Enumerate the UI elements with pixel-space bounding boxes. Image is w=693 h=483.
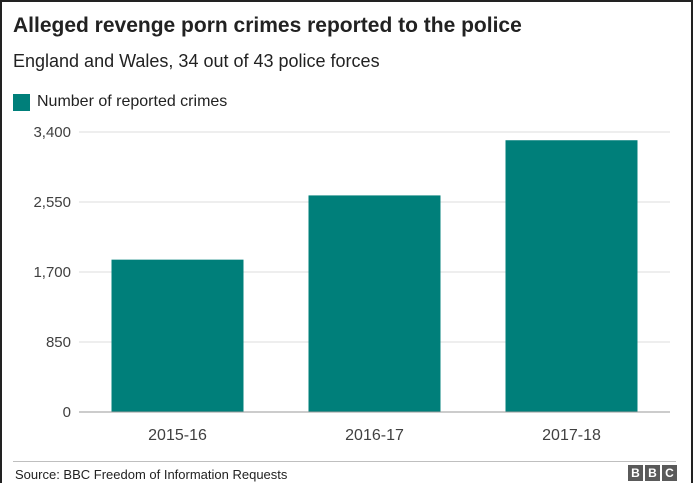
source-note: Source: BBC Freedom of Information Reque… bbox=[15, 467, 288, 482]
y-tick-label: 1,700 bbox=[33, 264, 71, 281]
legend: Number of reported crimes bbox=[13, 93, 227, 111]
x-tick-label: 2015-16 bbox=[148, 427, 207, 444]
x-tick-label: 2017-18 bbox=[542, 427, 601, 444]
legend-swatch bbox=[13, 93, 30, 111]
bbc-logo-letter: B bbox=[628, 465, 643, 481]
footer-divider bbox=[13, 461, 676, 462]
x-tick-label: 2016-17 bbox=[345, 427, 404, 444]
bar bbox=[308, 195, 441, 412]
y-tick-label: 0 bbox=[63, 404, 71, 421]
bar bbox=[505, 140, 638, 412]
bbc-logo: B B C bbox=[628, 465, 677, 481]
y-tick-label: 850 bbox=[46, 334, 71, 351]
bbc-logo-letter: B bbox=[645, 465, 660, 481]
bar-chart: 0 850 1,700 2,550 3,400 2015-16 2016-17 2017-18 bbox=[33, 124, 670, 444]
y-tick-label: 3,400 bbox=[33, 124, 71, 141]
chart-title: Alleged revenge porn crimes reported to … bbox=[13, 14, 522, 37]
legend-label: Number of reported crimes bbox=[37, 93, 228, 110]
bar bbox=[111, 259, 244, 412]
chart-subtitle: England and Wales, 34 out of 43 police f… bbox=[13, 51, 380, 71]
y-tick-label: 2,550 bbox=[33, 194, 71, 211]
bbc-logo-letter: C bbox=[662, 465, 677, 481]
